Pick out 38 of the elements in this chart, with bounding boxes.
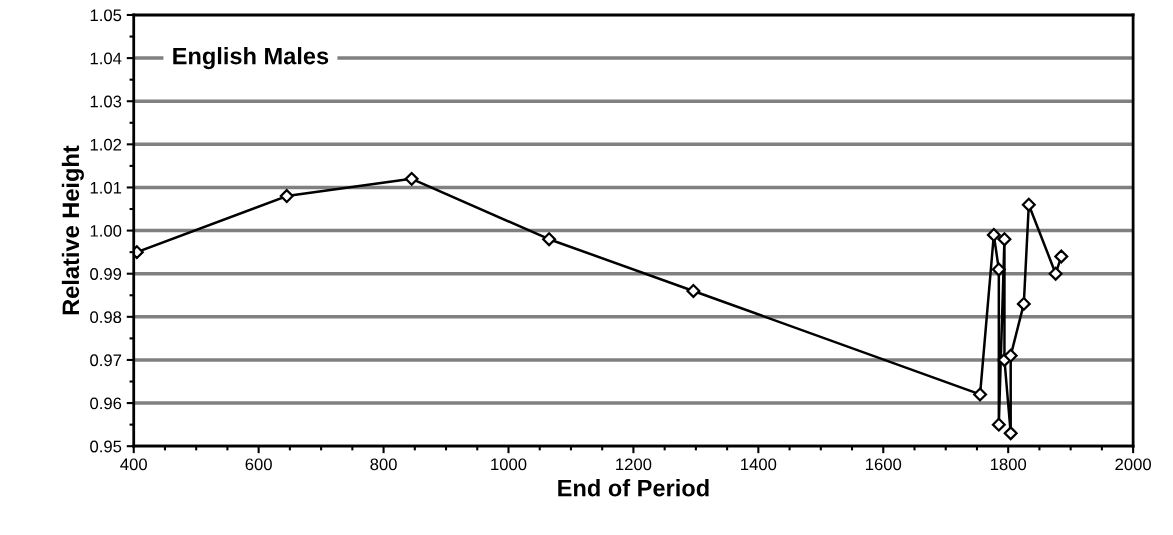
y-tick-label: 0.96 <box>90 397 122 410</box>
point <box>279 189 294 204</box>
y-tick-label: 0.99 <box>90 268 122 280</box>
y-tick-label: 1.05 <box>90 9 122 22</box>
point <box>1003 348 1018 363</box>
x-tick-label: 800 <box>370 458 397 471</box>
y-tick-label: 1.04 <box>90 52 122 65</box>
point <box>686 283 701 298</box>
point <box>404 171 419 186</box>
point <box>997 232 1012 247</box>
point <box>973 387 988 402</box>
point <box>986 227 1001 242</box>
y-tick-label: 0.98 <box>90 311 122 324</box>
x-tick-label: 1600 <box>866 458 902 471</box>
text: English Males <box>173 47 329 70</box>
point <box>1003 426 1018 441</box>
x-tick-label: 1000 <box>491 458 527 471</box>
point <box>1021 197 1036 212</box>
x-tick-label: 600 <box>245 458 272 471</box>
x-tick-label: 400 <box>120 458 147 471</box>
y-tick-label: 1.02 <box>90 138 122 151</box>
point <box>991 262 1006 277</box>
y-axis-title: Relative Height <box>61 145 84 315</box>
y-tick-label: 1.00 <box>90 224 122 237</box>
x-tick-label: 2000 <box>1115 458 1152 471</box>
y-tick-label: 0.95 <box>90 440 122 453</box>
x-axis-title: End of Period <box>558 479 709 497</box>
y-tick-label: 0.97 <box>90 354 122 367</box>
point <box>1054 249 1069 264</box>
point <box>1048 266 1063 281</box>
x-tick-label: 1800 <box>990 458 1027 471</box>
y-tick-label: 1.03 <box>90 95 122 108</box>
y-tick-label: 1.01 <box>90 181 122 194</box>
point <box>542 232 557 247</box>
x-tick-label: 1200 <box>616 458 652 471</box>
point <box>991 417 1006 432</box>
x-tick-label: 1400 <box>741 458 777 471</box>
point <box>1016 296 1031 311</box>
